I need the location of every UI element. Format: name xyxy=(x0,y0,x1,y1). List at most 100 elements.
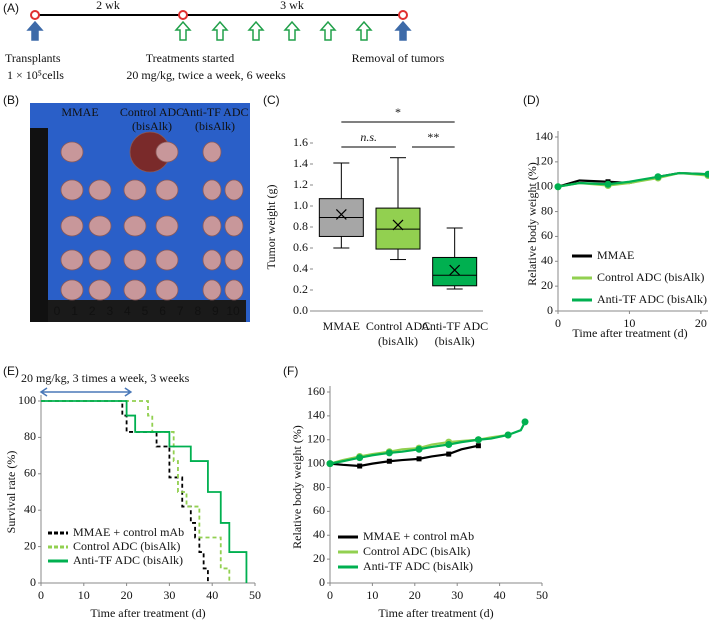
tumor xyxy=(88,215,112,237)
ruler xyxy=(30,128,48,322)
y-tick-label: 0 xyxy=(547,303,553,317)
group-label: Control ADC xyxy=(120,105,184,119)
y-tick-label: 40 xyxy=(24,502,36,516)
y-axis-title: Survival rate (%) xyxy=(4,451,18,534)
segment-label: 3 wk xyxy=(280,0,304,12)
segment-label: 2 wk xyxy=(96,0,120,12)
tumor xyxy=(60,215,84,237)
y-tick-label: 120 xyxy=(307,432,325,446)
significance-label: ** xyxy=(427,130,439,144)
x-tick-label: Control ADC xyxy=(366,319,430,333)
timeline-node xyxy=(178,10,188,20)
tumor xyxy=(60,249,84,271)
y-tick-label: 1.0 xyxy=(293,198,308,212)
x-tick-label: 0 xyxy=(555,316,561,330)
timeline-label: 20 mg/kg, twice a week, 6 weeks xyxy=(126,68,286,82)
point xyxy=(416,456,422,462)
y-tick-label: 140 xyxy=(307,408,325,422)
x-tick-label: Anti-TF ADC xyxy=(421,319,488,333)
point xyxy=(357,463,363,469)
y-tick-label: 80 xyxy=(313,479,325,493)
ruler-label: 1 xyxy=(71,304,78,318)
y-tick-label: 40 xyxy=(541,253,553,267)
y-tick-label: 80 xyxy=(541,203,553,217)
series-line xyxy=(557,171,709,188)
point xyxy=(604,180,612,188)
tumor xyxy=(155,249,179,271)
legend-label: MMAE xyxy=(597,248,634,262)
tumor xyxy=(60,279,84,301)
x-tick-label: 10 xyxy=(623,316,635,330)
point xyxy=(475,443,481,449)
point xyxy=(356,454,364,462)
y-tick-label: 20 xyxy=(24,538,36,552)
x-tick-label: 40 xyxy=(206,588,218,602)
x-tick-label: 50 xyxy=(249,588,261,602)
y-tick-label: 0.6 xyxy=(293,240,308,254)
series-line xyxy=(41,400,209,583)
legend-label: MMAE + control mAb xyxy=(363,529,474,543)
y-axis-title: Tumor weight (g) xyxy=(264,185,278,270)
legend-label: Control ADC (bisAlk) xyxy=(73,539,180,553)
y-tick-label: 80 xyxy=(24,429,36,443)
arrow xyxy=(355,20,373,41)
legend-label: Control ADC (bisAlk) xyxy=(597,270,704,284)
x-tick-label: MMAE xyxy=(323,319,360,333)
x-tick-label: (bisAlk) xyxy=(435,334,475,348)
y-tick-label: 0 xyxy=(30,575,36,589)
tumor xyxy=(224,215,244,237)
legend-label: Anti-TF ADC (bisAlk) xyxy=(73,553,183,567)
timeline-node xyxy=(30,10,40,20)
tumor xyxy=(155,179,179,201)
mean-marker xyxy=(335,208,347,220)
y-tick-label: 20 xyxy=(313,551,325,565)
tumor xyxy=(224,179,244,201)
tumor xyxy=(88,179,112,201)
ruler-label: 4 xyxy=(124,304,131,318)
series-line xyxy=(41,400,248,583)
x-tick-label: 20 xyxy=(695,316,707,330)
tumor xyxy=(202,279,222,301)
point xyxy=(326,460,334,468)
box xyxy=(375,207,421,250)
tumor xyxy=(123,215,147,237)
significance-label: n.s. xyxy=(360,130,377,144)
legend-label: MMAE + control mAb xyxy=(73,525,184,539)
series-line xyxy=(329,444,479,468)
tumor xyxy=(202,215,222,237)
group-label: MMAE xyxy=(61,105,98,119)
point xyxy=(521,418,529,426)
arrow xyxy=(174,20,192,41)
arrow xyxy=(283,20,301,41)
y-tick-label: 160 xyxy=(307,384,325,398)
legend-label: Anti-TF ADC (bisAlk) xyxy=(363,559,473,573)
ruler-label: 8 xyxy=(194,304,201,318)
timeline-node xyxy=(398,10,408,20)
x-axis-title: Time after treatment (d) xyxy=(378,606,493,620)
y-tick-label: 60 xyxy=(541,228,553,242)
y-tick-label: 60 xyxy=(24,466,36,480)
tumor xyxy=(155,215,179,237)
y-tick-label: 0.8 xyxy=(293,219,308,233)
point xyxy=(504,431,512,439)
series-line xyxy=(329,421,527,465)
ruler-label: 9 xyxy=(212,304,219,318)
point xyxy=(446,451,452,457)
y-tick-label: 140 xyxy=(535,129,553,143)
ruler xyxy=(48,300,246,322)
point xyxy=(386,458,392,464)
tumor xyxy=(123,279,147,301)
x-tick-label: 0 xyxy=(327,588,333,602)
series-line xyxy=(41,400,231,583)
tumor xyxy=(202,179,222,201)
point xyxy=(704,170,709,178)
group-label: (bisAlk) xyxy=(195,119,235,133)
y-tick-label: 40 xyxy=(313,527,325,541)
y-tick-label: 1.4 xyxy=(293,156,308,170)
ruler-label: 7 xyxy=(177,304,184,318)
timeline-label: 1 × 10⁵cells xyxy=(7,68,64,82)
point xyxy=(385,449,393,457)
tumor xyxy=(123,179,147,201)
panel-label: (E) xyxy=(3,364,19,378)
group-label: (bisAlk) xyxy=(132,119,172,133)
